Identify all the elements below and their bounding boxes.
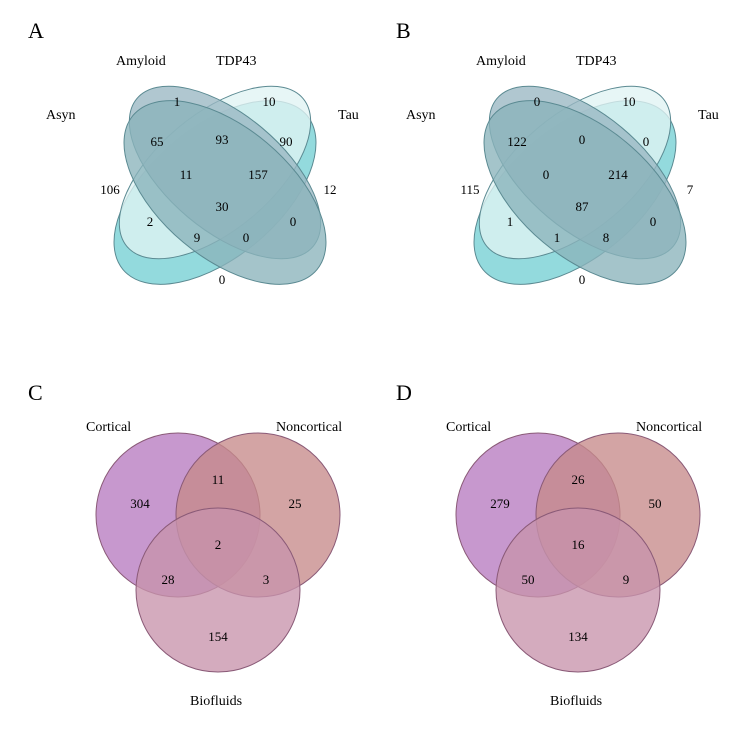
panel-label-d: D: [396, 380, 412, 406]
val-a-amy-tau: 0: [290, 214, 297, 230]
val-a-tdp-tau: 90: [280, 134, 293, 150]
panel-label-b: B: [396, 18, 411, 44]
label-amyloid-b: Amyloid: [476, 54, 526, 70]
label-biofluids-c: Biofluids: [190, 694, 242, 710]
val-d-noncortical: 50: [649, 496, 662, 512]
val-b-asyn-amy-tdp: 0: [543, 167, 550, 183]
val-a-amy-tdp-tau: 157: [248, 167, 268, 183]
label-biofluids-d: Biofluids: [550, 694, 602, 710]
val-d-all3: 16: [572, 537, 585, 553]
panel-label-a: A: [28, 18, 44, 44]
val-c-noncortical: 25: [289, 496, 302, 512]
val-b-amy-tdp-tau: 214: [608, 167, 628, 183]
val-a-tau: 12: [324, 182, 337, 198]
val-a-asyn-amy: 65: [151, 134, 164, 150]
val-b-asyn-tau: 0: [579, 272, 586, 288]
label-cortical-d: Cortical: [446, 420, 491, 436]
val-d-biofluids: 134: [568, 629, 588, 645]
val-b-all4: 87: [576, 199, 589, 215]
label-tdp43-b: TDP43: [576, 54, 616, 70]
val-c-noncort-bio: 3: [263, 572, 270, 588]
val-d-cort-bio: 50: [522, 572, 535, 588]
val-d-noncort-bio: 9: [623, 572, 630, 588]
val-c-biofluids: 154: [208, 629, 228, 645]
circle-biofluids-d: [496, 508, 660, 672]
label-amyloid-a: Amyloid: [116, 54, 166, 70]
val-a-asyn-tdp-tau: 9: [194, 230, 201, 246]
val-d-cortical: 279: [490, 496, 510, 512]
circle-biofluids-c: [136, 508, 300, 672]
panel-label-c: C: [28, 380, 43, 406]
label-noncortical-c: Noncortical: [276, 420, 342, 436]
val-c-all3: 2: [215, 537, 222, 553]
val-b-tdp43: 10: [623, 94, 636, 110]
val-a-amyloid: 1: [174, 94, 181, 110]
val-a-tdp43: 10: [263, 94, 276, 110]
val-b-amyloid: 0: [534, 94, 541, 110]
val-d-cort-noncort: 26: [572, 472, 585, 488]
val-c-cort-bio: 28: [162, 572, 175, 588]
val-b-asyn-amy-tau: 8: [603, 230, 610, 246]
label-noncortical-d: Noncortical: [636, 420, 702, 436]
label-tau-a: Tau: [338, 108, 359, 124]
val-a-asyn-amy-tau: 0: [243, 230, 250, 246]
label-asyn-b: Asyn: [406, 108, 436, 124]
val-c-cort-noncort: 11: [212, 472, 225, 488]
label-tdp43-a: TDP43: [216, 54, 256, 70]
val-b-asyn-tdp-tau: 1: [554, 230, 561, 246]
val-b-amy-tau: 0: [650, 214, 657, 230]
val-c-cortical: 304: [130, 496, 150, 512]
label-tau-b: Tau: [698, 108, 719, 124]
label-asyn-a: Asyn: [46, 108, 76, 124]
figure-root: A Asyn Amyloid TDP43 Tau 106 1 10 12 65 …: [0, 0, 749, 729]
val-b-tau: 7: [687, 182, 694, 198]
val-a-amy-tdp: 93: [216, 132, 229, 148]
val-a-asyn-tdp: 2: [147, 214, 154, 230]
val-b-asyn-tdp: 1: [507, 214, 514, 230]
val-a-asyn: 106: [100, 182, 120, 198]
val-b-tdp-tau: 0: [643, 134, 650, 150]
val-a-all4: 30: [216, 199, 229, 215]
label-cortical-c: Cortical: [86, 420, 131, 436]
val-a-asyn-tau: 0: [219, 272, 226, 288]
val-a-asyn-amy-tdp: 11: [180, 167, 193, 183]
val-b-asyn: 115: [460, 182, 479, 198]
val-b-asyn-amy: 122: [507, 134, 527, 150]
val-b-amy-tdp: 0: [579, 132, 586, 148]
